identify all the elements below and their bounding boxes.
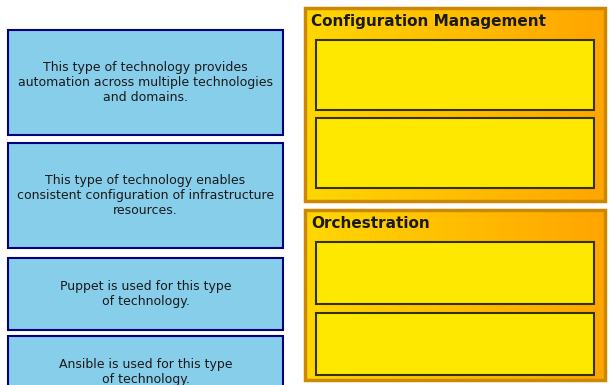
Bar [316, 313, 594, 375]
Text: Configuration Management: Configuration Management [311, 14, 546, 29]
Text: Puppet is used for this type
of technology.: Puppet is used for this type of technolo… [60, 280, 231, 308]
Bar [8, 336, 283, 385]
Text: Ansible is used for this type
of technology.: Ansible is used for this type of technol… [59, 358, 232, 385]
Bar [316, 40, 594, 110]
Text: This type of technology enables
consistent configuration of infrastructure
resou: This type of technology enables consiste… [17, 174, 274, 217]
Bar [305, 210, 605, 380]
Bar [316, 118, 594, 188]
Bar [316, 242, 594, 304]
Bar [8, 30, 283, 135]
Text: This type of technology provides
automation across multiple technologies
and dom: This type of technology provides automat… [18, 61, 273, 104]
Bar [305, 8, 605, 201]
Text: Orchestration: Orchestration [311, 216, 430, 231]
Bar [8, 143, 283, 248]
Bar [8, 258, 283, 330]
